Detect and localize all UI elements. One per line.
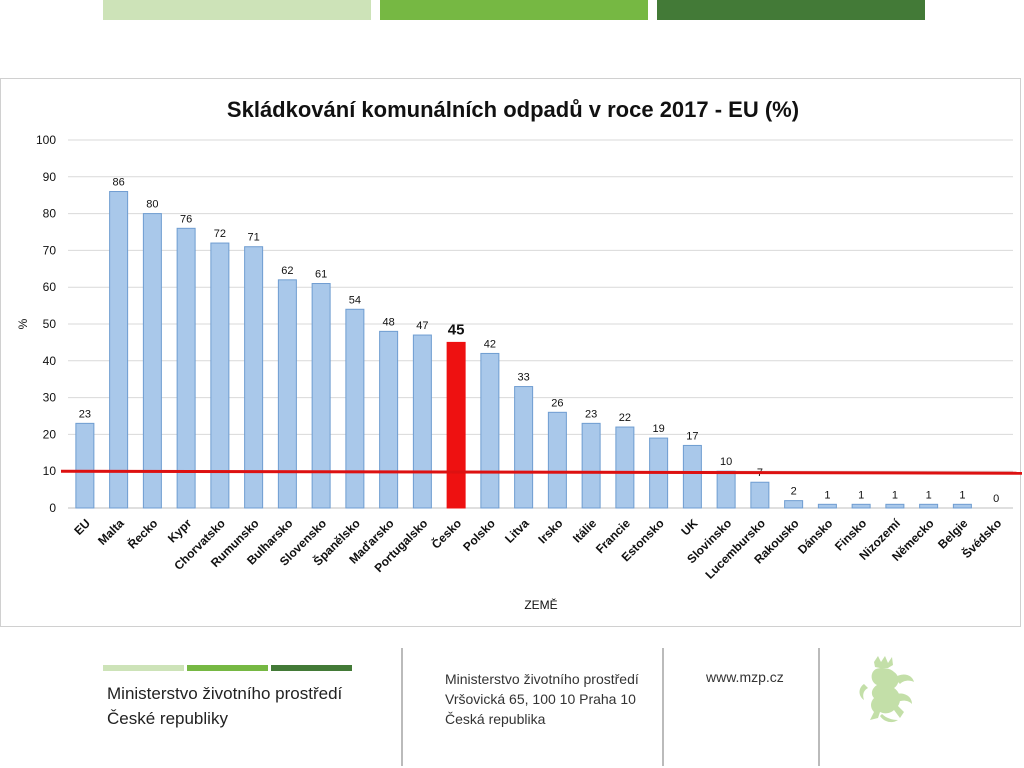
data-label: 47 — [416, 320, 428, 332]
data-label: 71 — [248, 232, 260, 244]
bar-12 — [480, 352, 500, 509]
bar-26 — [952, 503, 972, 509]
data-label: 62 — [281, 265, 293, 277]
x-axis-label: ZEMĚ — [524, 597, 557, 612]
bar-5 — [244, 246, 264, 509]
data-label: 80 — [146, 199, 158, 211]
data-label: 61 — [315, 269, 327, 281]
x-tick-label: Itálie — [570, 516, 599, 545]
data-label: 26 — [551, 397, 563, 409]
top-stripe-dark — [657, 0, 925, 20]
bar-25 — [919, 503, 939, 509]
bar-13 — [514, 386, 534, 509]
bar-6 — [277, 279, 297, 509]
y-tick-label: 10 — [43, 464, 57, 478]
data-label: 1 — [959, 489, 965, 501]
ministry-address: Ministerstvo životního prostředí Vršovic… — [445, 669, 639, 729]
bar-4 — [210, 242, 230, 509]
website-link[interactable]: www.mzp.cz — [706, 669, 784, 685]
y-tick-label: 40 — [43, 354, 57, 368]
y-tick-label: 100 — [36, 133, 56, 147]
x-tick-label: Česko — [428, 516, 464, 552]
data-label: 45 — [448, 321, 465, 338]
landfill-bar-chart: Skládkování komunálních odpadů v roce 20… — [16, 97, 1022, 612]
data-label: 33 — [518, 372, 530, 384]
bar-23 — [851, 503, 871, 509]
ministry-name-line2: České republiky — [107, 709, 228, 728]
y-tick-label: 50 — [43, 317, 57, 331]
y-axis-label: % — [16, 318, 30, 329]
data-label: 72 — [214, 228, 226, 240]
bar-18 — [682, 444, 702, 509]
x-tick-label: EU — [71, 516, 93, 538]
data-label: 1 — [824, 489, 830, 501]
ministry-name: Ministerstvo životního prostředí České r… — [107, 681, 342, 731]
address-line3: Česká republika — [445, 711, 546, 727]
data-label: 48 — [383, 316, 395, 328]
footer-bar-mid — [187, 665, 268, 671]
data-label: 17 — [686, 430, 698, 442]
y-tick-label: 0 — [49, 501, 56, 515]
bar-0 — [75, 422, 95, 509]
footer-divider — [401, 648, 403, 766]
bar-3 — [176, 227, 196, 509]
y-tick-label: 90 — [43, 170, 57, 184]
bar-16 — [615, 426, 635, 509]
bar-7 — [311, 283, 331, 509]
ministry-name-line1: Ministerstvo životního prostředí — [107, 684, 343, 703]
y-tick-label: 30 — [43, 391, 57, 405]
data-label: 1 — [858, 489, 864, 501]
data-label: 1 — [926, 489, 932, 501]
bar-24 — [885, 503, 905, 509]
data-label: 1 — [892, 489, 898, 501]
threshold-line — [60, 469, 1022, 475]
x-tick-label: Polsko — [460, 516, 498, 554]
y-tick-label: 20 — [43, 427, 57, 441]
bar-highlight-11 — [446, 341, 466, 509]
chart-title: Skládkování komunálních odpadů v roce 20… — [227, 97, 799, 122]
bar-8 — [345, 308, 365, 509]
data-label: 76 — [180, 213, 192, 225]
data-label: 54 — [349, 294, 361, 306]
x-tick-label: Litva — [502, 516, 532, 546]
bar-22 — [817, 503, 837, 509]
bar-2 — [142, 213, 162, 509]
y-tick-label: 60 — [43, 280, 57, 294]
address-line2: Vršovická 65, 100 10 Praha 10 — [445, 691, 636, 707]
data-label: 2 — [791, 486, 797, 498]
x-tick-label: Malta — [95, 516, 127, 548]
data-label: 23 — [585, 408, 597, 420]
bar-19 — [716, 470, 736, 509]
chart-frame: Skládkování komunálních odpadů v roce 20… — [0, 78, 1022, 627]
lion-icon — [859, 656, 914, 723]
bar-9 — [379, 330, 399, 509]
top-stripe-light — [103, 0, 371, 20]
x-tick-label: UK — [678, 516, 700, 538]
bar-21 — [784, 500, 804, 509]
footer-bar-dark — [271, 665, 352, 671]
data-label: 23 — [79, 408, 91, 420]
footer-divider — [662, 648, 664, 766]
y-tick-label: 70 — [43, 243, 57, 257]
bar-20 — [750, 481, 770, 509]
data-label: 86 — [113, 177, 125, 189]
footer-divider — [818, 648, 820, 766]
x-tick-label: Kypr — [165, 516, 194, 545]
data-label: 19 — [653, 423, 665, 435]
data-label: 42 — [484, 338, 496, 350]
y-tick-label: 80 — [43, 207, 57, 221]
data-label: 0 — [993, 493, 999, 505]
data-label: 10 — [720, 456, 732, 468]
footer-bar-light — [103, 665, 184, 671]
bar-1 — [109, 191, 129, 509]
bar-15 — [581, 422, 601, 509]
data-label: 22 — [619, 412, 631, 424]
x-tick-label: Irsko — [535, 516, 565, 546]
address-line1: Ministerstvo životního prostředí — [445, 671, 639, 687]
bar-10 — [412, 334, 432, 509]
top-stripe-mid — [380, 0, 648, 20]
x-tick-label: Řecko — [124, 516, 160, 552]
bar-14 — [547, 411, 567, 509]
x-tick-label: Dánsko — [795, 516, 836, 557]
